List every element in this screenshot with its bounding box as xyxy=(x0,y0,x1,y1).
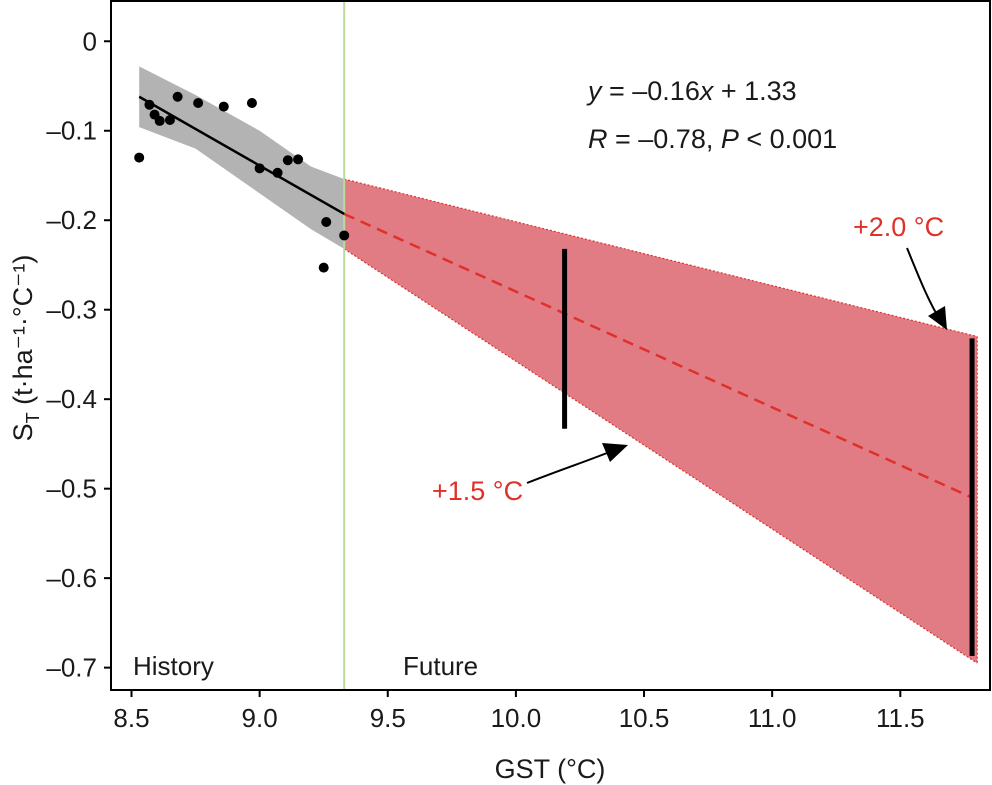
projected-trend-line xyxy=(343,212,973,499)
x-tick-label: 9.0 xyxy=(242,703,278,733)
data-point xyxy=(254,163,265,174)
y-tick-label: –0.2 xyxy=(46,205,97,235)
x-tick-label: 10.0 xyxy=(491,703,542,733)
y-tick-label: –0.7 xyxy=(46,653,97,683)
data-point xyxy=(321,217,332,228)
stats-r-value: = –0.78, xyxy=(608,124,721,154)
plot-frame xyxy=(110,0,991,691)
regression-line xyxy=(138,95,345,216)
data-point xyxy=(339,230,350,241)
y-tick-label: –0.3 xyxy=(46,295,97,325)
stats-r: R xyxy=(588,124,608,154)
equation-intercept: + 1.33 xyxy=(713,76,796,106)
y-axis-title-subscript: T xyxy=(23,412,43,423)
x-tick-label: 8.5 xyxy=(113,703,149,733)
future-label: Future xyxy=(403,651,478,681)
y-tick-label: 0 xyxy=(83,26,97,56)
data-point xyxy=(318,262,329,273)
y-tick-label: –0.5 xyxy=(46,474,97,504)
equation-slope: = –0.16 xyxy=(602,76,700,106)
arrow-1-5-shaft xyxy=(526,450,613,484)
axis-ticks: 8.5 9.0 9.5 10.0 10.5 11.0 11.5 0 –0.1 –0.2 –0.3 –0… xyxy=(46,26,924,733)
data-point xyxy=(282,155,293,166)
confidence-band xyxy=(139,66,345,249)
data-point xyxy=(193,98,204,109)
y-tick-label: –0.6 xyxy=(46,563,97,593)
warming-label-1-5: +1.5 °C xyxy=(432,476,523,506)
regression-equation: y = –0.16x + 1.33 xyxy=(586,76,797,106)
data-point xyxy=(154,115,165,126)
y-axis-title-units: (t·ha⁻¹·°C⁻¹) xyxy=(8,255,38,413)
y-tick-label: –0.1 xyxy=(46,116,97,146)
equation-x: x xyxy=(698,76,715,106)
x-tick-label: 11.0 xyxy=(748,703,797,733)
stats-p: P xyxy=(721,124,739,154)
history-label: History xyxy=(133,651,214,681)
data-point xyxy=(218,101,229,112)
projection-upper-bound xyxy=(344,178,978,338)
arrow-1-5-head xyxy=(602,443,628,462)
y-axis-title-symbol: S xyxy=(8,423,38,441)
data-point xyxy=(144,99,155,110)
data-point xyxy=(272,167,283,178)
warming-label-2-0: +2.0 °C xyxy=(853,212,944,242)
stats-p-value: < 0.001 xyxy=(739,124,837,154)
plot-area xyxy=(134,1,978,690)
data-point xyxy=(164,115,175,126)
x-tick-label: 9.5 xyxy=(370,703,406,733)
arrow-2-0-shaft xyxy=(906,247,937,314)
x-tick-label: 11.5 xyxy=(876,703,925,733)
projection-band xyxy=(344,179,978,664)
data-point xyxy=(246,98,257,109)
x-axis-title: GST (°C) xyxy=(495,754,606,784)
data-point xyxy=(134,152,145,163)
data-point xyxy=(293,154,304,165)
equation-y: y xyxy=(586,76,603,106)
y-axis-title: ST (t·ha⁻¹·°C⁻¹) xyxy=(8,255,43,442)
y-tick-label: –0.4 xyxy=(46,384,97,414)
arrow-2-0-head xyxy=(928,306,947,330)
data-point xyxy=(172,91,183,102)
x-tick-label: 10.5 xyxy=(619,703,670,733)
correlation-stats: R = –0.78, P < 0.001 xyxy=(588,124,837,154)
